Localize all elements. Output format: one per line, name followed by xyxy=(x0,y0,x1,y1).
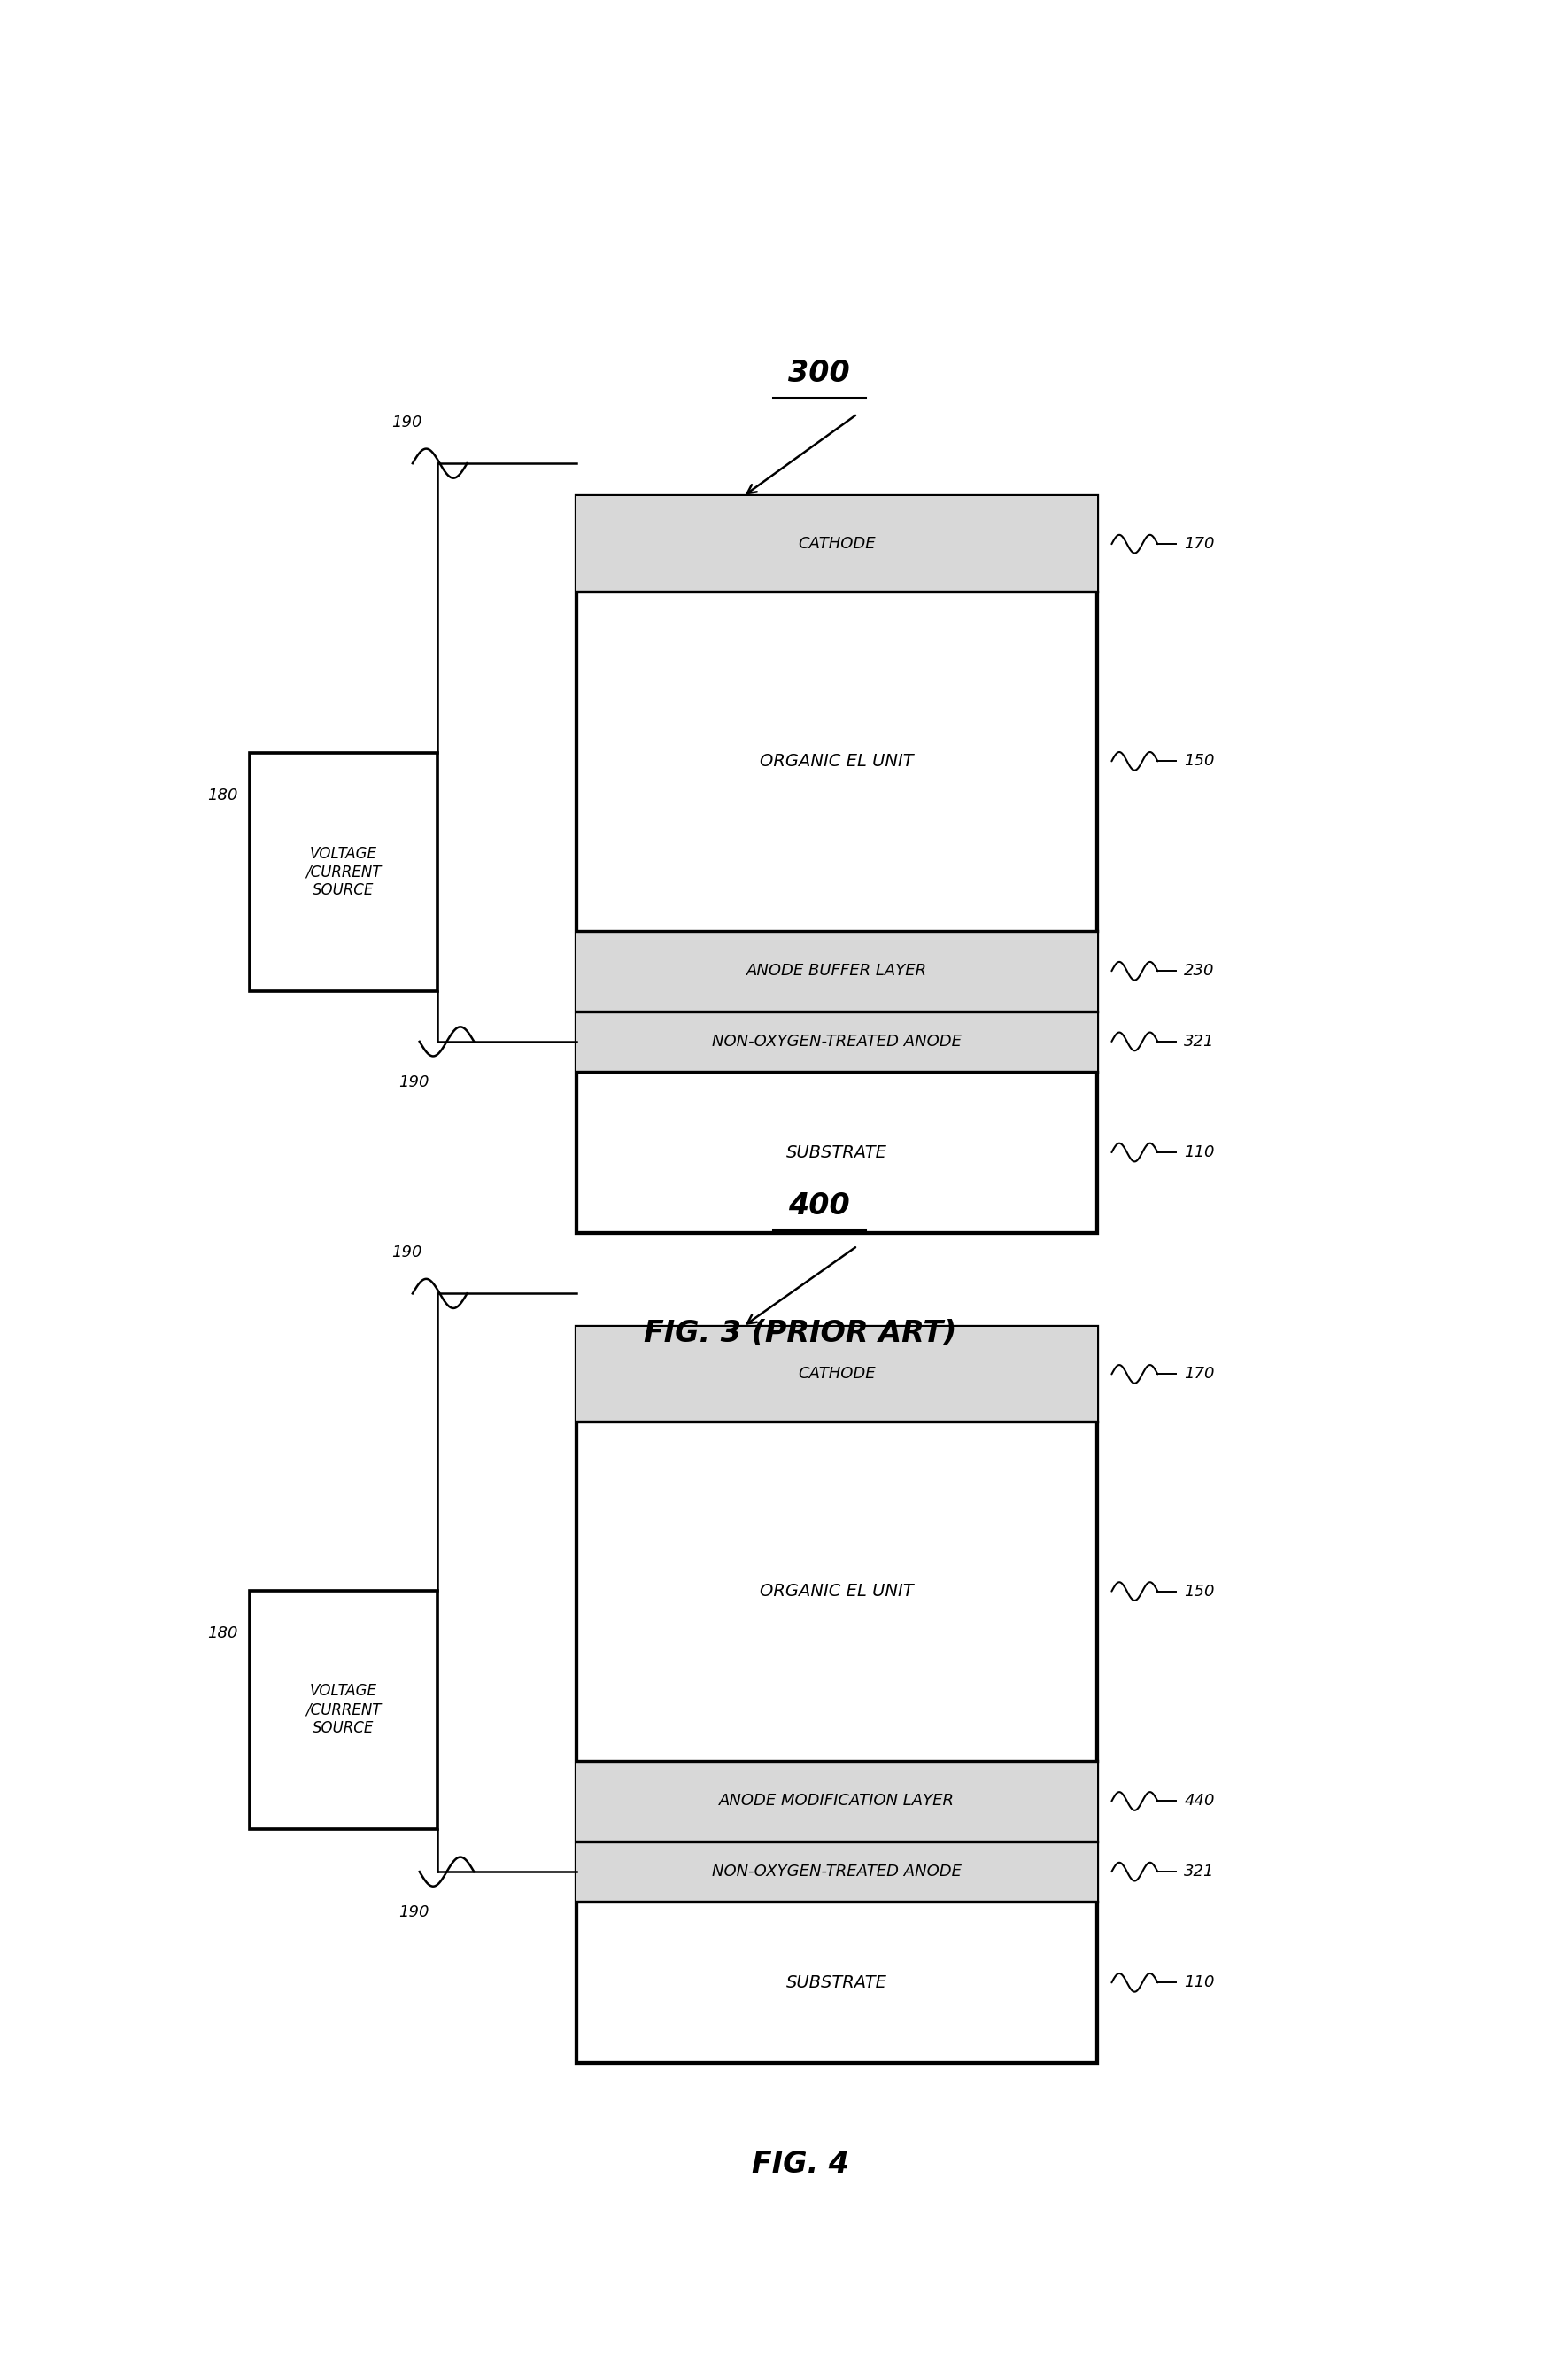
Text: 230: 230 xyxy=(1184,964,1215,978)
Text: 190: 190 xyxy=(390,1245,422,1261)
Text: VOLTAGE
/CURRENT
SOURCE: VOLTAGE /CURRENT SOURCE xyxy=(306,1683,381,1735)
Text: 440: 440 xyxy=(1184,1792,1215,1809)
Bar xyxy=(576,931,1097,1011)
Bar xyxy=(576,1011,1097,1071)
Bar xyxy=(250,752,437,990)
Text: 170: 170 xyxy=(1184,1366,1215,1383)
Text: 190: 190 xyxy=(398,1904,428,1921)
Text: FIG. 4: FIG. 4 xyxy=(751,2149,850,2178)
Bar xyxy=(576,1761,1097,1842)
Text: ANODE BUFFER LAYER: ANODE BUFFER LAYER xyxy=(747,964,928,978)
Text: ORGANIC EL UNIT: ORGANIC EL UNIT xyxy=(761,1583,914,1599)
Text: 300: 300 xyxy=(787,359,850,388)
Text: ANODE MODIFICATION LAYER: ANODE MODIFICATION LAYER xyxy=(719,1792,954,1809)
Text: 170: 170 xyxy=(1184,536,1215,552)
Text: 110: 110 xyxy=(1184,1975,1215,1990)
Bar xyxy=(576,497,1097,1233)
Text: 321: 321 xyxy=(1184,1033,1215,1050)
Text: ORGANIC EL UNIT: ORGANIC EL UNIT xyxy=(761,752,914,769)
Text: 190: 190 xyxy=(390,414,422,431)
Text: CATHODE: CATHODE xyxy=(798,1366,876,1383)
Text: SUBSTRATE: SUBSTRATE xyxy=(786,1973,887,1992)
Text: VOLTAGE
/CURRENT
SOURCE: VOLTAGE /CURRENT SOURCE xyxy=(306,845,381,897)
Text: NON-OXYGEN-TREATED ANODE: NON-OXYGEN-TREATED ANODE xyxy=(712,1864,962,1880)
Text: SUBSTRATE: SUBSTRATE xyxy=(786,1145,887,1161)
Text: 400: 400 xyxy=(787,1190,850,1221)
Text: FIG. 3 (PRIOR ART): FIG. 3 (PRIOR ART) xyxy=(644,1319,958,1349)
Text: 180: 180 xyxy=(208,788,237,804)
Text: 321: 321 xyxy=(1184,1864,1215,1880)
Bar xyxy=(250,1590,437,1828)
Bar xyxy=(576,497,1097,593)
Text: NON-OXYGEN-TREATED ANODE: NON-OXYGEN-TREATED ANODE xyxy=(712,1033,962,1050)
Text: 180: 180 xyxy=(208,1626,237,1642)
Bar xyxy=(576,1842,1097,1902)
Bar xyxy=(576,1326,1097,2063)
Text: 150: 150 xyxy=(1184,1583,1215,1599)
Bar xyxy=(576,1326,1097,1421)
Text: 190: 190 xyxy=(398,1073,428,1090)
Text: CATHODE: CATHODE xyxy=(798,536,876,552)
Text: 110: 110 xyxy=(1184,1145,1215,1161)
Text: 150: 150 xyxy=(1184,752,1215,769)
